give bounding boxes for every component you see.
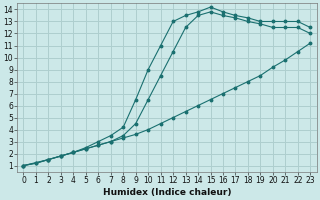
X-axis label: Humidex (Indice chaleur): Humidex (Indice chaleur): [103, 188, 231, 197]
